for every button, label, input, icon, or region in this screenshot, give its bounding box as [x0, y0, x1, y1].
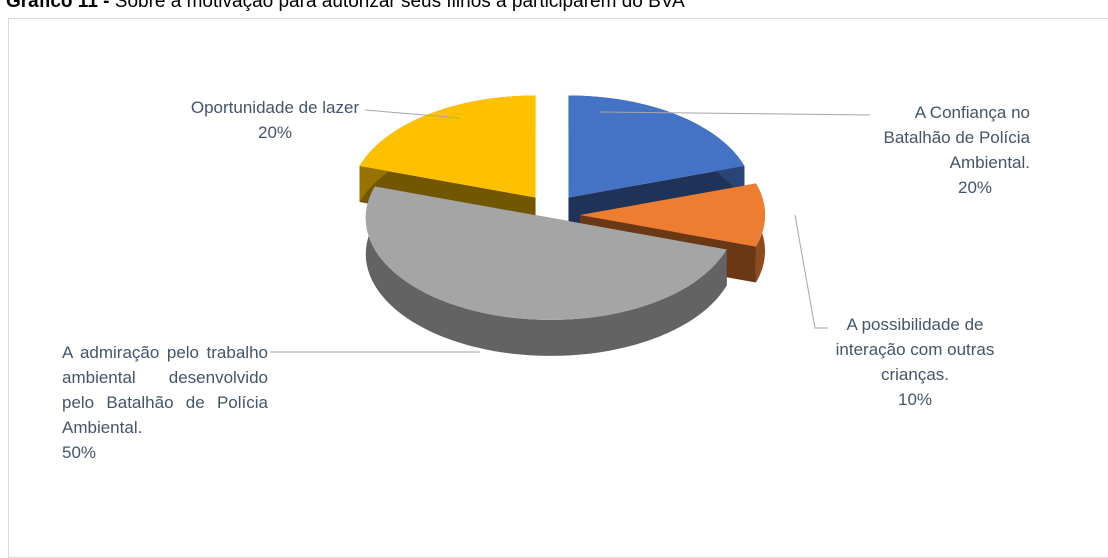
slice-label: A Confiança no Batalhão de Polícia Ambie…	[860, 100, 1031, 200]
slice-top	[580, 183, 765, 247]
leader-line	[364, 109, 461, 119]
slice-label: A admiração pelo trabalho ambiental dese…	[62, 340, 268, 465]
title-text: Sobre a motivação para autorizar seus fi…	[114, 0, 685, 12]
chart	[270, 95, 871, 356]
page: Gráfico 11 - Sobre a motivação para auto…	[6, 0, 1108, 558]
figure-label: Gráfico 11 -	[6, 0, 110, 12]
category-label: A Confiança no Batalhão de Polícia Ambie…	[883, 103, 1031, 172]
chart-title: Gráfico 11 - Sobre a motivação para auto…	[6, 0, 685, 13]
leader-line	[599, 111, 871, 116]
slice-wall	[365, 186, 727, 356]
slice-top	[359, 95, 536, 198]
value-label: 20%	[957, 178, 993, 197]
category-label: A possibilidade de interação com outras …	[835, 315, 995, 384]
pie-slice	[365, 186, 727, 356]
slice-label: Oportunidade de lazer 20%	[180, 95, 370, 145]
slice-top	[568, 95, 745, 198]
category-label: A admiração pelo trabalho ambiental dese…	[62, 343, 268, 437]
slice-top	[365, 186, 727, 320]
value-label: 20%	[257, 123, 293, 142]
leader-line	[794, 214, 828, 329]
category-label: Oportunidade de lazer	[190, 98, 360, 117]
value-label: 50%	[62, 443, 97, 462]
slice-label: A possibilidade de interação com outras …	[825, 312, 1005, 412]
value-label: 10%	[897, 390, 933, 409]
